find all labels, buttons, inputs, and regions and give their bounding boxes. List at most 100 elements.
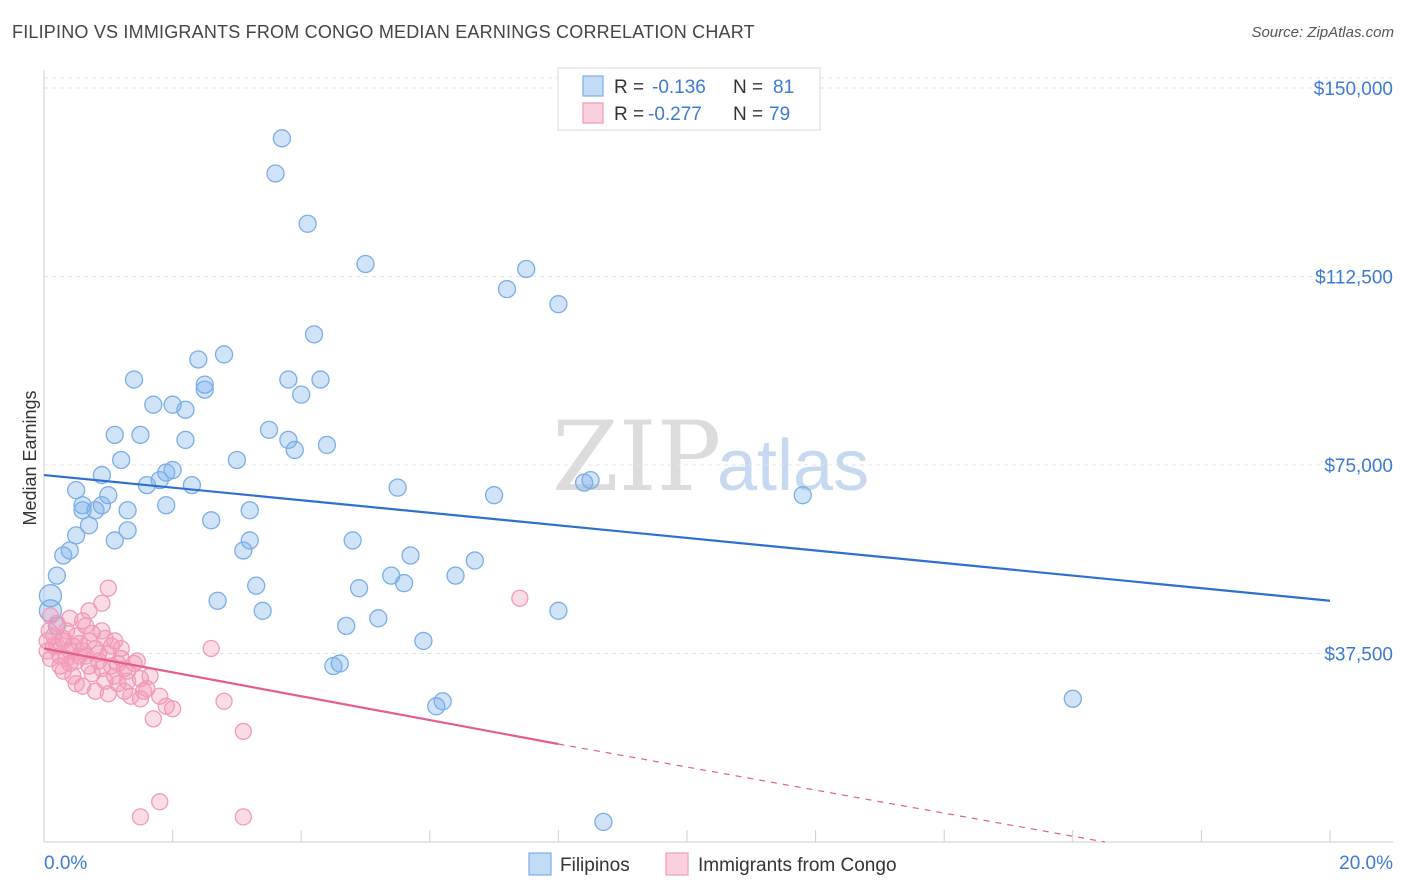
y-tick-label-3: $150,000 (1314, 79, 1393, 100)
congo-point-19 (73, 612, 92, 630)
filipino-point-26 (195, 375, 214, 394)
filipinos-points (38, 129, 1082, 832)
filipino-point-36 (266, 164, 285, 183)
y-tick-label-0: $37,500 (1324, 645, 1393, 666)
filipino-point-19 (150, 470, 169, 490)
y-axis-label: Median Earnings (20, 390, 40, 525)
filipino-point-54 (388, 478, 407, 497)
filipino-point-38 (279, 430, 298, 450)
congo-point-55 (202, 639, 220, 658)
filipino-point-50 (349, 579, 369, 598)
congo-point-78 (135, 682, 153, 700)
filipino-point-31 (234, 541, 253, 560)
filipino-point-71 (1063, 689, 1082, 708)
x-ticks (43, 830, 1331, 842)
filipino-point-27 (202, 511, 221, 530)
filipino-point-73 (73, 501, 92, 520)
legend-r-label-congo: R = (614, 104, 644, 125)
filipino-point-35 (259, 420, 279, 439)
filipino-point-68 (581, 470, 600, 490)
correlation-legend: R = -0.136 N = 81 R = -0.277 N = 79 (557, 67, 821, 131)
filipino-point-5 (67, 526, 86, 545)
filipino-point-62 (484, 486, 504, 505)
filipino-point-60 (446, 566, 465, 585)
filipino-point-56 (401, 546, 420, 565)
trend-lines (43, 473, 1331, 843)
x-tick-label-max: 20.0% (1339, 853, 1393, 874)
filipino-point-63 (497, 279, 517, 299)
filipino-point-44 (311, 370, 330, 389)
filipino-point-34 (253, 601, 272, 620)
filipino-point-52 (369, 609, 388, 628)
filipino-point-41 (292, 385, 311, 404)
congo-point-49 (141, 667, 159, 685)
legend-r-value-congo: -0.277 (648, 104, 702, 125)
bottom-legend-label-filipinos[interactable]: Filipinos (560, 855, 630, 876)
chart-title: FILIPINO VS IMMIGRANTS FROM CONGO MEDIAN… (12, 22, 755, 42)
legend-n-label-filipinos: N = (733, 77, 763, 98)
congo-trend-line (43, 647, 559, 746)
filipino-point-4 (60, 541, 79, 560)
filipino-point-30 (227, 450, 247, 470)
filipino-point-28 (208, 591, 227, 610)
filipino-point-61 (465, 551, 484, 570)
filipino-point-29 (214, 345, 234, 364)
y-tick-labels: $37,500 $75,000 $112,500 $150,000 (1314, 79, 1393, 665)
bottom-legend-swatch-filipinos[interactable] (528, 852, 552, 876)
congo-points (38, 579, 529, 826)
filipino-point-70 (793, 486, 812, 505)
filipino-point-14 (118, 501, 137, 520)
watermark-zip: ZIP (552, 401, 721, 513)
legend-n-value-congo: 79 (769, 104, 790, 125)
grid (44, 77, 1393, 655)
filipino-point-51 (356, 254, 375, 274)
x-tick-label-min: 0.0% (44, 853, 87, 874)
filipino-point-59 (433, 692, 452, 711)
congo-point-73 (67, 675, 85, 693)
filipino-point-55 (394, 573, 414, 593)
filipino-point-11 (99, 486, 118, 505)
congo-point-62 (54, 632, 72, 650)
legend-swatch-congo (582, 102, 604, 124)
filipino-point-15 (124, 370, 144, 389)
y-tick-label-2: $112,500 (1315, 268, 1393, 289)
filipino-point-76 (176, 400, 195, 419)
filipino-point-43 (304, 325, 324, 344)
congo-point-53 (61, 609, 79, 627)
filipinos-trend-line (43, 473, 1331, 602)
legend-n-value-filipinos: 81 (773, 77, 794, 98)
filipino-point-37 (272, 129, 292, 148)
congo-trend-line-extension (558, 743, 1106, 843)
filipino-point-77 (240, 501, 259, 520)
congo-point-56 (215, 692, 233, 710)
congo-point-59 (151, 793, 169, 811)
filipino-point-33 (247, 576, 266, 595)
filipino-point-65 (549, 295, 568, 314)
filipino-point-12 (105, 531, 124, 550)
filipino-point-80 (195, 380, 214, 399)
filipino-point-18 (144, 395, 163, 414)
axes (43, 70, 1393, 843)
bottom-legend-swatch-congo[interactable] (665, 852, 689, 876)
filipino-point-16 (131, 425, 150, 445)
filipino-point-47 (330, 654, 349, 673)
filipino-point-7 (79, 516, 99, 535)
watermark-atlas: atlas (717, 426, 869, 506)
filipino-point-74 (118, 521, 137, 540)
filipino-point-39 (279, 370, 298, 389)
congo-point-76 (96, 629, 114, 648)
y-tick-label-1: $75,000 (1324, 456, 1393, 477)
filipino-point-75 (157, 463, 176, 482)
legend-r-label-filipinos: R = (614, 77, 644, 98)
congo-point-47 (163, 700, 182, 718)
filipino-point-13 (112, 450, 131, 470)
bottom-legend-label-congo[interactable]: Immigrants from Congo (698, 855, 897, 876)
filipino-point-49 (343, 531, 362, 550)
filipino-point-57 (414, 631, 433, 651)
filipino-point-32 (240, 531, 259, 550)
filipino-point-25 (189, 350, 208, 369)
congo-point-60 (131, 808, 150, 826)
filipino-point-23 (176, 430, 195, 450)
congo-point-58 (234, 808, 252, 826)
